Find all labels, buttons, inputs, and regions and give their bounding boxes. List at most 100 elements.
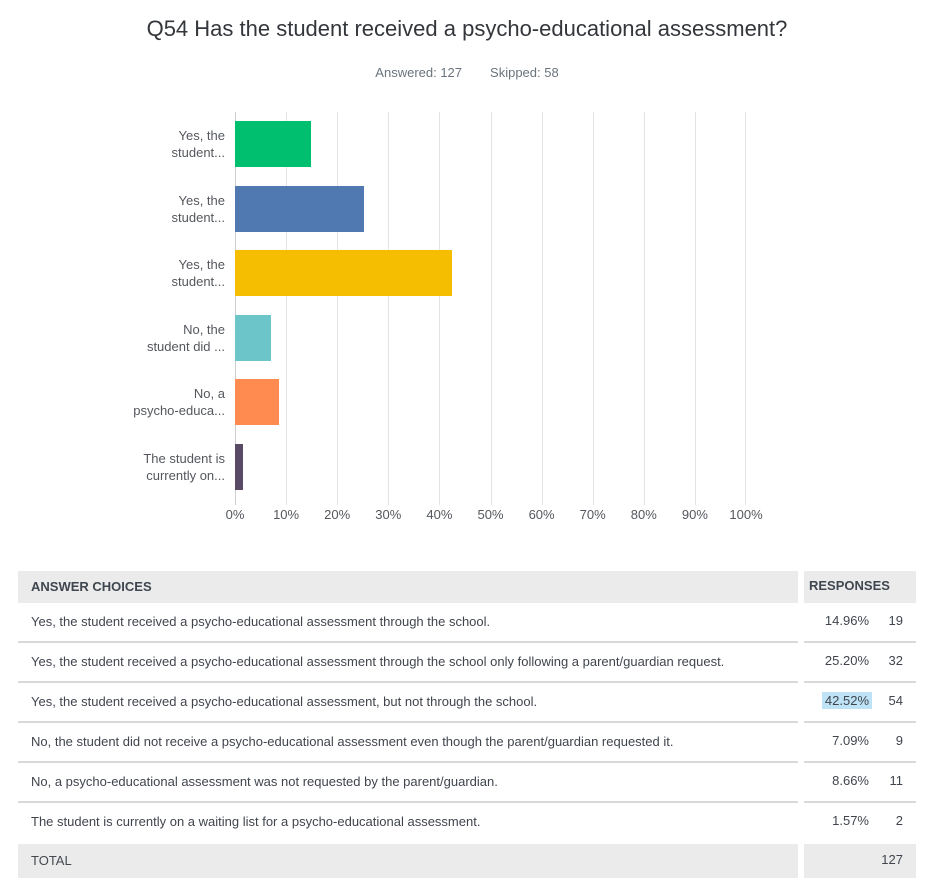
bar[interactable] bbox=[235, 121, 312, 168]
bar-track bbox=[235, 241, 746, 306]
gridline bbox=[541, 112, 543, 505]
column-gap bbox=[798, 641, 804, 681]
table-total-row: TOTAL 127 bbox=[18, 841, 916, 878]
results-table: ANSWER CHOICES RESPONSES Yes, the studen… bbox=[18, 571, 916, 878]
bar[interactable] bbox=[235, 314, 272, 361]
x-axis-tick-label: 100% bbox=[729, 507, 763, 522]
category-label: Yes, the student... bbox=[171, 192, 225, 225]
bar[interactable] bbox=[235, 379, 280, 426]
x-axis-tick-label: 80% bbox=[630, 507, 657, 522]
gridline bbox=[388, 112, 390, 505]
highlighted-percent: 42.52% bbox=[821, 692, 872, 709]
x-axis-tick-label: 90% bbox=[681, 507, 708, 522]
response-count: 9 bbox=[895, 733, 903, 748]
x-axis-tick-label: 20% bbox=[324, 507, 351, 522]
category-label: Yes, the student... bbox=[171, 128, 225, 161]
response-count: 32 bbox=[888, 653, 903, 668]
table-row: Yes, the student received a psycho-educa… bbox=[18, 603, 916, 641]
chart-row: The student is currently on... bbox=[45, 435, 746, 500]
response-percent: 14.96% bbox=[824, 613, 869, 628]
response-meta: Answered: 127 Skipped: 58 bbox=[0, 65, 934, 80]
chart-row: No, the student did ... bbox=[45, 306, 746, 371]
response-percent: 7.09% bbox=[832, 733, 869, 748]
response-percent: 42.52% bbox=[809, 692, 872, 709]
table-row: No, a psycho-educational assessment was … bbox=[18, 761, 916, 801]
response-percent: 25.20% bbox=[824, 653, 869, 668]
table-row: No, the student did not receive a psycho… bbox=[18, 721, 916, 761]
column-gap bbox=[798, 681, 804, 721]
bar-track bbox=[235, 306, 746, 371]
responses-cell: 8.66% 11 bbox=[804, 761, 916, 801]
x-axis-tick-label: 60% bbox=[528, 507, 555, 522]
bar[interactable] bbox=[235, 185, 364, 232]
page-title: Q54 Has the student received a psycho-ed… bbox=[146, 16, 788, 41]
bar-chart: Yes, the student... Yes, the student... Ye… bbox=[45, 112, 763, 525]
responses-cell: 1.57% 2 bbox=[804, 801, 916, 841]
bar-track bbox=[235, 370, 746, 435]
table-row: The student is currently on a waiting li… bbox=[18, 801, 916, 841]
category-label: No, a psycho-educa... bbox=[133, 386, 225, 419]
x-axis-tick-label: 0% bbox=[225, 507, 245, 522]
gridline bbox=[439, 112, 441, 505]
answer-cell: The student is currently on a waiting li… bbox=[18, 801, 798, 841]
answered-count: Answered: 127 bbox=[375, 65, 463, 80]
table-header-row: ANSWER CHOICES RESPONSES bbox=[18, 571, 916, 603]
chart-row: Yes, the student... bbox=[45, 112, 746, 177]
skipped-count: Skipped: 58 bbox=[490, 65, 559, 80]
gridline bbox=[286, 112, 288, 505]
answer-cell: No, a psycho-educational assessment was … bbox=[18, 761, 798, 801]
x-axis-tick-label: 70% bbox=[579, 507, 606, 522]
bar-track bbox=[235, 112, 746, 177]
x-axis-tick-label: 50% bbox=[477, 507, 504, 522]
gridline bbox=[337, 112, 339, 505]
table-row: Yes, the student received a psycho-educa… bbox=[18, 641, 916, 681]
answer-cell: Yes, the student received a psycho-educa… bbox=[31, 614, 491, 629]
column-gap bbox=[798, 761, 804, 801]
chart-row: Yes, the student... bbox=[45, 177, 746, 242]
gridline bbox=[643, 112, 645, 505]
response-count: 2 bbox=[895, 813, 903, 828]
category-label: Yes, the student... bbox=[171, 257, 225, 290]
responses-cell: 42.52% 54 bbox=[804, 681, 916, 721]
responses-cell: 25.20% 32 bbox=[804, 641, 916, 681]
response-percent: 8.66% bbox=[832, 773, 869, 788]
column-gap bbox=[798, 571, 804, 603]
chart-row: Yes, the student... bbox=[45, 241, 746, 306]
answer-cell: No, the student did not receive a psycho… bbox=[18, 721, 798, 761]
bar-track bbox=[235, 177, 746, 242]
response-count: 19 bbox=[888, 613, 903, 628]
chart-row: No, a psycho-educa... bbox=[45, 370, 746, 435]
response-count: 11 bbox=[889, 773, 904, 788]
category-label: No, the student did ... bbox=[146, 321, 225, 354]
column-gap bbox=[798, 603, 804, 641]
chart-x-axis: 0% 10% 20% 30% 40% 50% 60% 70% 80% 90% 100% bbox=[226, 507, 763, 525]
responses-header: RESPONSES bbox=[809, 578, 890, 593]
gridline bbox=[745, 112, 746, 505]
category-label: The student is currently on... bbox=[143, 450, 225, 483]
answer-cell: Yes, the student received a psycho-educa… bbox=[18, 641, 798, 681]
x-axis-tick-label: 10% bbox=[273, 507, 300, 522]
total-label: TOTAL bbox=[18, 841, 798, 878]
column-gap bbox=[798, 721, 804, 761]
column-gap bbox=[798, 841, 804, 878]
answer-choices-header: ANSWER CHOICES bbox=[18, 571, 798, 603]
responses-cell: 14.96% 19 bbox=[804, 603, 916, 641]
bar[interactable] bbox=[235, 250, 453, 297]
x-axis-tick-label: 30% bbox=[375, 507, 402, 522]
bar[interactable] bbox=[235, 443, 244, 490]
chart-rows: Yes, the student... Yes, the student... Ye… bbox=[45, 112, 746, 499]
chart-grid bbox=[235, 112, 746, 505]
column-gap bbox=[798, 801, 804, 841]
gridline bbox=[235, 112, 236, 505]
gridline bbox=[490, 112, 492, 505]
bar-track bbox=[235, 435, 746, 500]
response-count: 54 bbox=[888, 693, 903, 708]
x-axis-tick-label: 40% bbox=[426, 507, 453, 522]
response-percent: 1.57% bbox=[832, 813, 869, 828]
responses-cell: 7.09% 9 bbox=[804, 721, 916, 761]
gridline bbox=[694, 112, 696, 505]
total-count: 127 bbox=[881, 852, 903, 867]
answer-cell: Yes, the student received a psycho-educa… bbox=[18, 681, 798, 721]
table-row: Yes, the student received a psycho-educa… bbox=[18, 681, 916, 721]
